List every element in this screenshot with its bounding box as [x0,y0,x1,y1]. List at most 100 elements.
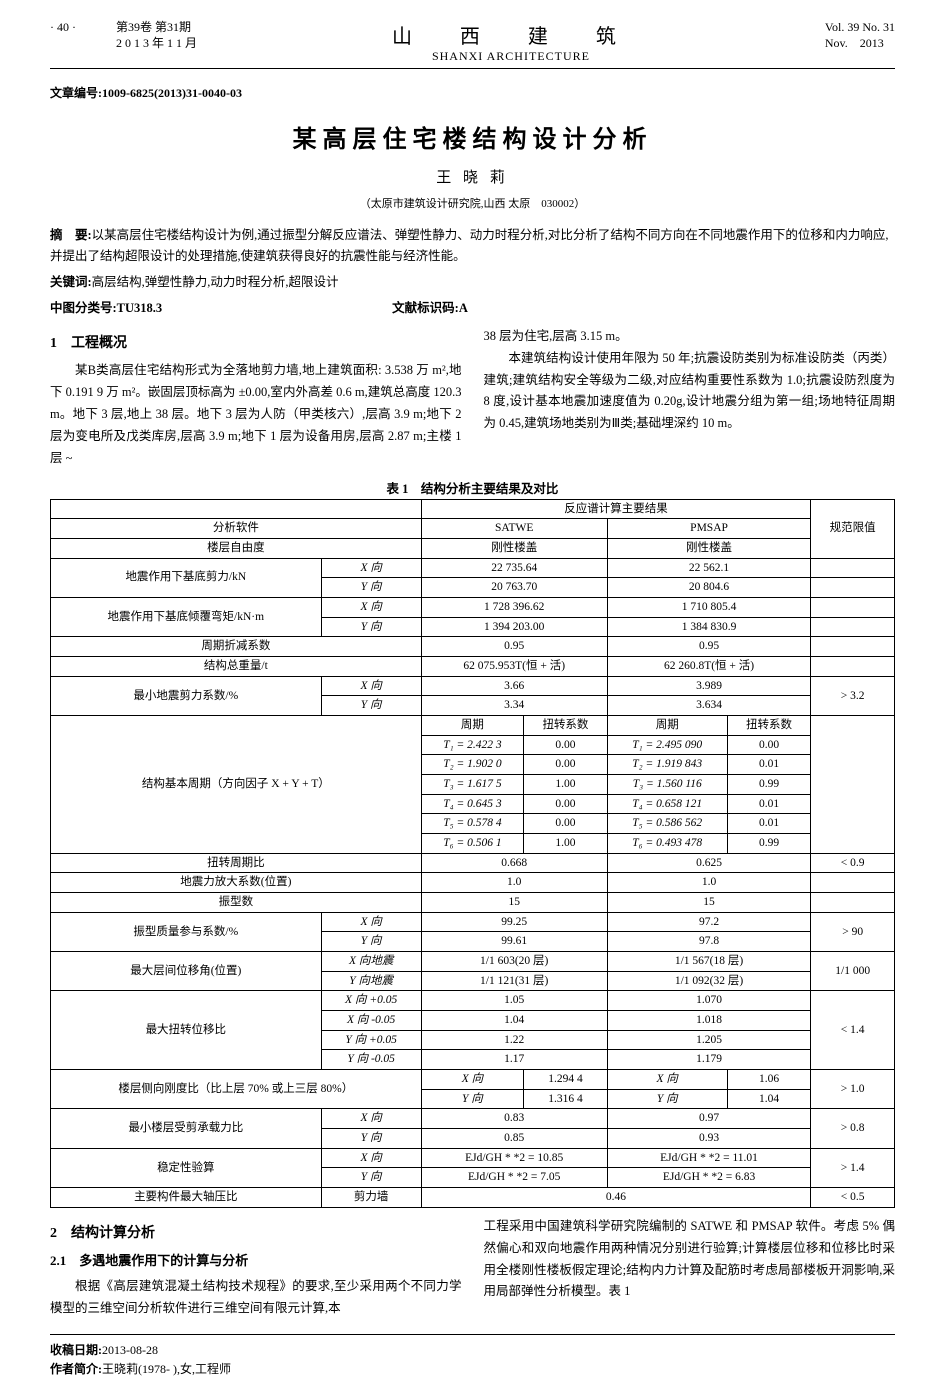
classification-row: 中图分类号:TU318.3 文献标识码:A [50,297,895,316]
footer: 收稿日期:2013-08-28 作者简介:王晓莉(1978- ),女,工程师 [50,1334,895,1379]
author-bio: 王晓莉(1978- ),女,工程师 [102,1362,231,1376]
cell: 0.01 [727,814,811,834]
intro-two-column: 1 工程概况 某B类高层住宅结构形式为全落地剪力墙,地上建筑面积: 3.538 … [50,326,895,470]
cell: 0.85 [421,1129,607,1149]
cell: 1.316 4 [524,1089,608,1109]
row-torsion-ratio: 扭转周期比 [51,853,422,873]
abstract-block: 摘 要:以某高层住宅楼结构设计为例,通过振型分解反应谱法、弹塑性静力、动力时程分… [50,225,895,268]
journal-title-en: SHANXI ARCHITECTURE [197,49,825,64]
cell: 97.8 [607,932,811,952]
cell: T₆ = 0.506 1 [421,834,523,854]
keyword-text: 高层结构,弹塑性静力,动力时程分析,超限设计 [92,275,339,289]
cell: T₆ = 0.493 478 [607,834,727,854]
cell: 0.93 [607,1129,811,1149]
running-header: · 40 · 第39卷 第31期 2 0 1 3 年 1 1 月 山 西 建 筑… [50,20,895,69]
row-drift: 最大层间位移角(位置) [51,952,322,991]
cell-limit: > 90 [811,912,895,951]
article-id-value: 1009-6825(2013)31-0040-03 [102,86,242,100]
article-title: 某高层住宅楼结构设计分析 [50,119,895,154]
cell: 0.00 [524,814,608,834]
cell: 97.2 [607,912,811,932]
row-basic-period: 结构基本周期（方向因子 X + Y + T） [51,716,422,854]
ydir-eq: Y 向地震 [321,971,421,991]
row-shear-cap: 最小楼层受剪承载力比 [51,1109,322,1148]
abstract-label: 摘 要: [50,228,92,242]
section-1-para-2: 本建筑结构设计使用年限为 50 年;抗震设防类别为标准设防类（丙类）建筑;建筑结… [484,348,896,436]
ydir: Y 向 [321,1129,421,1149]
cell: T₃ = 1.617 5 [421,775,523,795]
section-1-para-1: 某B类高层住宅结构形式为全落地剪力墙,地上建筑面积: 3.538 万 m²,地下… [50,360,462,469]
date-cn: 2 0 1 3 年 1 1 月 [116,36,197,52]
cell: 0.668 [421,853,607,873]
cell: 62 260.8T(恒 + 活) [607,657,811,677]
th-rigid-1: 刚性楼盖 [421,538,607,558]
cell: 1.04 [727,1089,811,1109]
doc-code: A [459,301,468,315]
cell: 0.95 [421,637,607,657]
doc-code-label: 文献标识码: [392,301,459,315]
section-1-heading: 1 工程概况 [50,332,462,357]
author-bio-label: 作者简介: [50,1362,102,1376]
cell: T₅ = 0.586 562 [607,814,727,834]
cell: EJd/GH * *2 = 6.83 [607,1168,811,1188]
cell: 0.01 [727,794,811,814]
cell-limit: > 1.0 [811,1070,895,1109]
article-id-line: 文章编号:1009-6825(2013)31-0040-03 [50,84,895,101]
th-satwe: SATWE [421,519,607,539]
class-code: TU318.3 [117,301,163,315]
cell: T₁ = 2.422 3 [421,735,523,755]
cell: 1 710 805.4 [607,597,811,617]
cell: 1.070 [607,991,811,1011]
section-2-1-para-1: 根据《高层建筑混凝土结构技术规程》的要求,至少采用两个不同力学模型的三维空间分析… [50,1276,462,1320]
cell: T₄ = 0.658 121 [607,794,727,814]
cell: 0.97 [607,1109,811,1129]
cell: 22 562.1 [607,558,811,578]
th-limit: 规范限值 [811,499,895,558]
cell: 0.46 [421,1188,811,1208]
cell: EJd/GH * *2 = 10.85 [421,1148,607,1168]
cell: 1.00 [524,834,608,854]
section-2-heading: 2 结构计算分析 [50,1222,462,1247]
row-amp: 地震力放大系数(位置) [51,873,422,893]
cell: 1.00 [524,775,608,795]
table-1: 反应谱计算主要结果 规范限值 分析软件 SATWE PMSAP 楼层自由度 刚性… [50,499,895,1208]
cell: 1/1 121(31 层) [421,971,607,991]
cell: 1 384 830.9 [607,617,811,637]
ydir: Y 向 [321,932,421,952]
section-2-1-para-1b: 工程采用中国建筑科学研究院编制的 SATWE 和 PMSAP 软件。考虑 5% … [484,1216,896,1304]
th-software: 分析软件 [51,519,422,539]
cell: T₂ = 1.919 843 [607,755,727,775]
cell: T₅ = 0.578 4 [421,814,523,834]
th-pmsap: PMSAP [607,519,811,539]
cell: 1/1 603(20 层) [421,952,607,972]
cell-limit: 1/1 000 [811,952,895,991]
keyword-label: 关键词: [50,275,92,289]
th-floor-dof: 楼层自由度 [51,538,422,558]
cell: 22 735.64 [421,558,607,578]
xdir: X 向 [321,558,421,578]
cell: 1.06 [727,1070,811,1090]
xdir: X 向 [321,597,421,617]
cell: 1.0 [607,873,811,893]
row-torsion-disp: 最大扭转位移比 [51,991,322,1070]
ydir: Y 向 [321,617,421,637]
cell: T₁ = 2.495 090 [607,735,727,755]
cell: 99.61 [421,932,607,952]
row-total-weight: 结构总重量/t [51,657,422,677]
journal-title-cn: 山 西 建 筑 [197,20,825,49]
row-axial: 主要构件最大轴压比 [51,1188,322,1208]
section-2-1-heading: 2.1 多遇地震作用下的计算与分析 [50,1250,462,1273]
author-name: 王 晓 莉 [50,166,895,187]
cell: 0.99 [727,834,811,854]
received-date: 2013-08-28 [102,1343,158,1357]
cell: 3.34 [421,696,607,716]
cell: 99.25 [421,912,607,932]
cell: 15 [421,893,607,913]
cell: 0.83 [421,1109,607,1129]
cell: T₃ = 1.560 116 [607,775,727,795]
cell: EJd/GH * *2 = 7.05 [421,1168,607,1188]
cell: 3.634 [607,696,811,716]
row-eq-shear: 地震作用下基底剪力/kN [51,558,322,597]
vol-issue-en: Vol. 39 No. 31 [825,20,895,36]
cell: 3.989 [607,676,811,696]
